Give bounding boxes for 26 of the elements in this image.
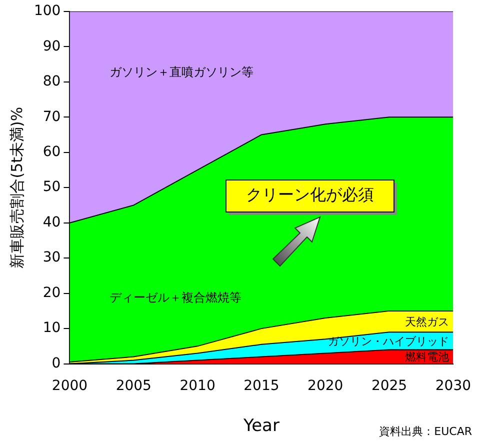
y-tick-label: 10 — [42, 320, 61, 336]
y-tick-label: 20 — [42, 284, 61, 301]
y-tick-label: 0 — [52, 355, 61, 372]
text: 資料出典：EUCAR — [379, 424, 472, 438]
x-tick-label: 2025 — [371, 378, 408, 394]
y-tick-label: 40 — [42, 214, 61, 230]
series-label: ガソリン＋直噴ガソリン等 — [110, 65, 254, 80]
y-tick-label: 70 — [42, 108, 61, 125]
y-tick-label: 60 — [42, 144, 61, 160]
x-tick-label: 2005 — [116, 378, 152, 394]
x-tick-label: 2010 — [180, 378, 216, 394]
y-tick-label: 100 — [34, 3, 61, 20]
x-axis-title: Year — [242, 416, 280, 436]
x-tick-label: 2020 — [308, 378, 344, 394]
x-tick-label: 2000 — [52, 378, 88, 394]
y-axis-title: 新車販売割合(5t未満)% — [8, 106, 26, 268]
series-label: ディーゼル＋複合燃焼等 — [110, 290, 242, 305]
annotation: クリーン化が必須 — [246, 185, 374, 204]
y-tick-label: 30 — [42, 250, 61, 266]
series-label: 燃料電池 — [405, 350, 450, 364]
y-tick-label: 80 — [42, 74, 61, 90]
x-tick-label: 2015 — [244, 378, 280, 394]
y-tick-label: 50 — [42, 179, 61, 196]
y-tick-label: 90 — [42, 38, 61, 54]
series-label: 天然ガス — [405, 315, 450, 328]
x-tick-label: 2030 — [435, 378, 472, 394]
